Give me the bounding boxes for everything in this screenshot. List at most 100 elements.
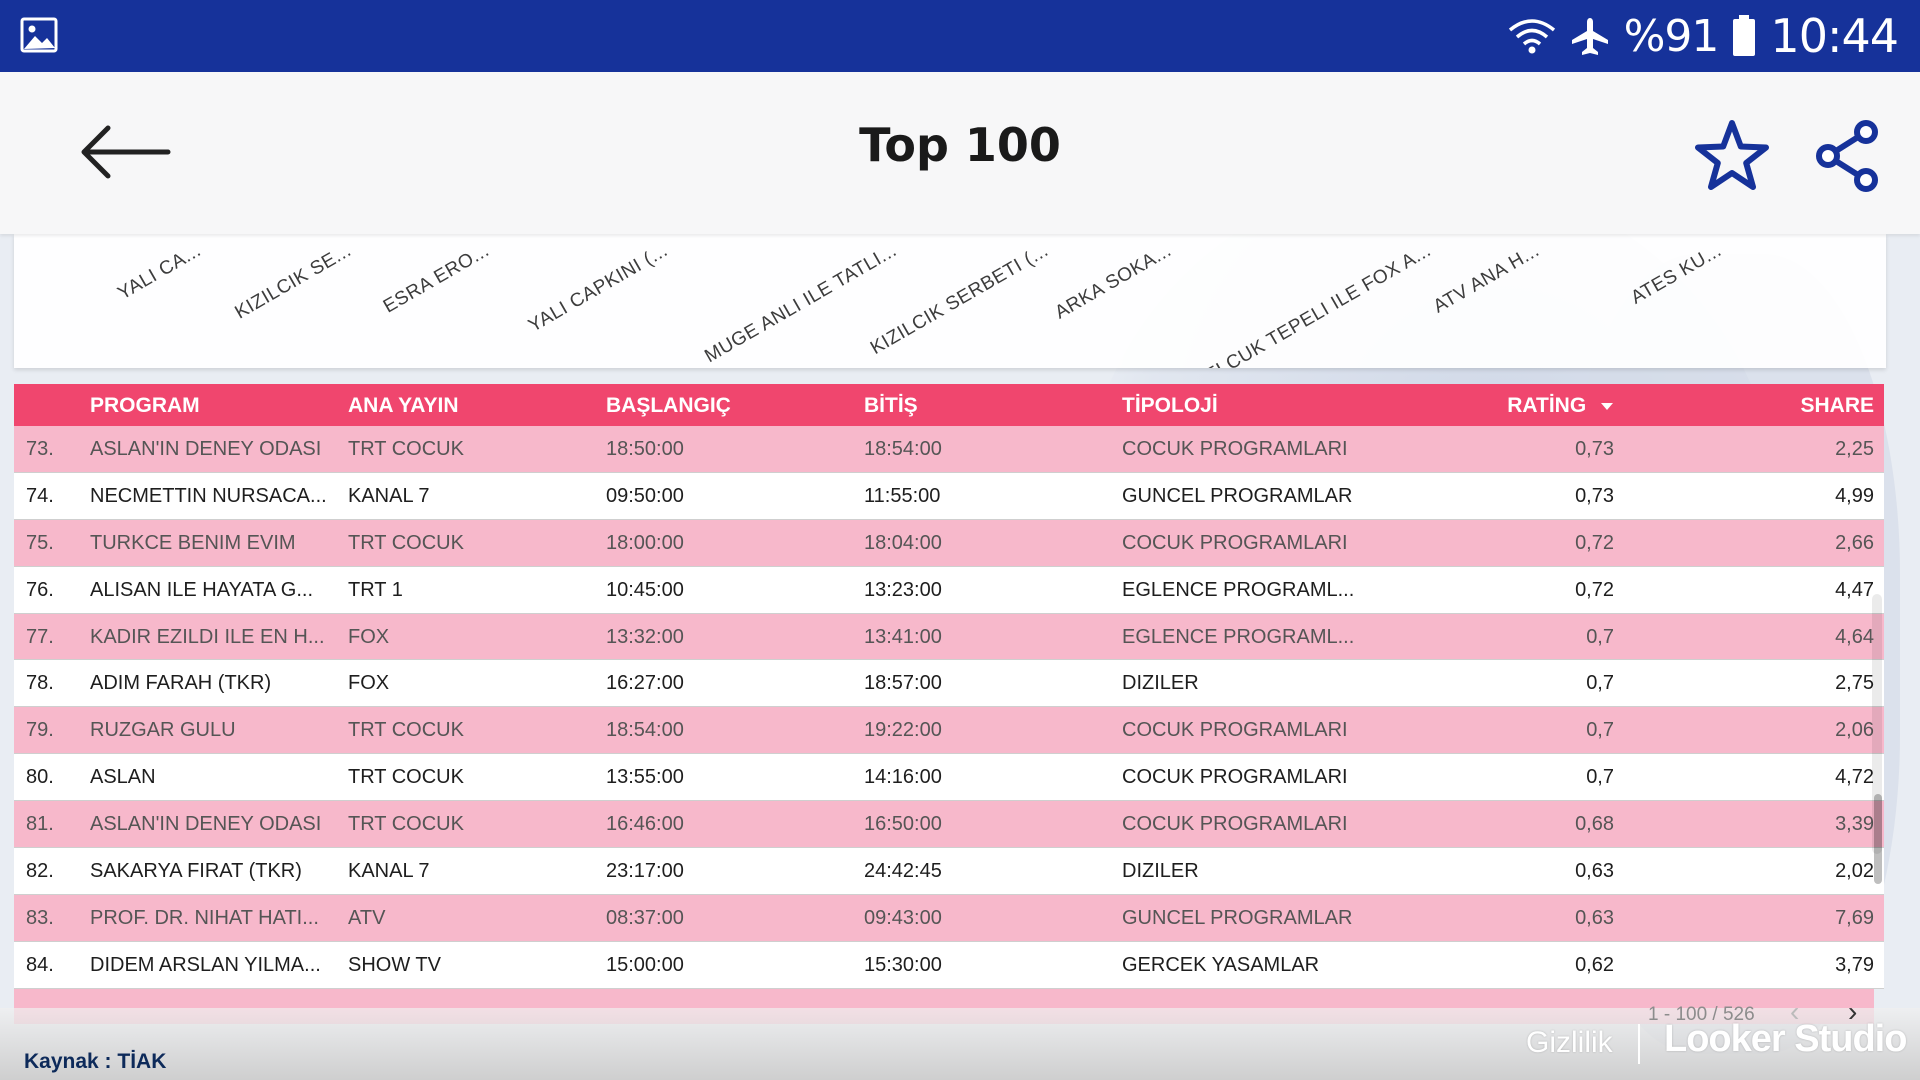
cell-tipoloji: DIZILER xyxy=(1122,860,1199,883)
cell-ana-yayin: TRT 1 xyxy=(348,578,403,601)
cell-program: NECMETTIN NURSACA... xyxy=(90,484,327,507)
cell-share: 2,75 xyxy=(1835,672,1874,695)
cell-baslangic: 13:55:00 xyxy=(606,766,684,789)
cell-tipoloji: GUNCEL PROGRAMLAR xyxy=(1122,484,1353,507)
cell-rating: 0,72 xyxy=(1575,578,1614,601)
cell-tipoloji: GUNCEL PROGRAMLAR xyxy=(1122,906,1353,929)
cell-bitis: 19:22:00 xyxy=(864,719,942,742)
cell-bitis: 15:30:00 xyxy=(864,953,942,976)
cell-baslangic: 18:54:00 xyxy=(606,719,684,742)
cell-program: ALISAN ILE HAYATA G... xyxy=(90,578,314,601)
cell-bitis: 18:54:00 xyxy=(864,438,942,460)
cell-baslangic: 18:00:00 xyxy=(606,531,684,554)
report-content: YALI CA... KIZILCIK SE... ESRA ERO... YA… xyxy=(0,234,1920,1080)
cell-share: 2,25 xyxy=(1835,438,1874,460)
column-header-rating-label: RATİNG xyxy=(1507,394,1587,417)
cell-share: 2,02 xyxy=(1835,860,1874,883)
data-table: PROGRAM ANA YAYIN BAŞLANGIÇ BİTİŞ TİPOLO… xyxy=(14,384,1884,989)
cell-ana-yayin: TRT COCUK xyxy=(348,766,464,789)
privacy-link[interactable]: Gizlilik xyxy=(1526,1026,1613,1059)
cell-baslangic: 23:17:00 xyxy=(606,860,684,883)
cell-share: 7,69 xyxy=(1835,906,1874,929)
cell-baslangic: 16:46:00 xyxy=(606,813,684,836)
cell-program: ASLAN'IN DENEY ODASI xyxy=(90,438,322,460)
cell-ana-yayin: KANAL 7 xyxy=(348,484,430,507)
cell-bitis: 14:16:00 xyxy=(864,766,942,789)
scrollbar-thumb[interactable] xyxy=(1874,794,1882,884)
column-header-bitis[interactable]: BİTİŞ xyxy=(864,394,918,417)
star-icon[interactable] xyxy=(1694,118,1770,194)
column-header-rating[interactable]: RATİNG xyxy=(1354,394,1614,418)
cell-baslangic: 10:45:00 xyxy=(606,578,684,601)
scrollbar-track[interactable] xyxy=(1872,594,1882,854)
chart-x-label: YALI CA... xyxy=(114,240,205,305)
looker-studio-logo[interactable]: Looker Studio xyxy=(1664,1018,1907,1060)
row-index: 75. xyxy=(26,531,54,554)
cell-share: 4,47 xyxy=(1835,578,1874,601)
column-header-program[interactable]: PROGRAM xyxy=(90,394,200,417)
cell-program: ASLAN xyxy=(90,766,156,789)
sort-desc-icon xyxy=(1601,403,1613,411)
table-row[interactable]: 74. NECMETTIN NURSACA... KANAL 7 09:50:00 11… xyxy=(14,472,1884,520)
gallery-icon xyxy=(20,17,58,53)
share-icon[interactable] xyxy=(1814,120,1880,192)
column-header-baslangic[interactable]: BAŞLANGIÇ xyxy=(606,394,731,417)
table-row[interactable]: 76. ALISAN ILE HAYATA G... TRT 1 10:45:00 13… xyxy=(14,566,1884,614)
table-row[interactable]: 83. PROF. DR. NIHAT HATI... ATV 08:37:00 09:… xyxy=(14,894,1884,942)
cell-share: 3,39 xyxy=(1835,813,1874,836)
column-header-tipoloji[interactable]: TİPOLOJİ xyxy=(1122,394,1218,417)
table-row[interactable]: 75. TURKCE BENIM EVIM TRT COCUK 18:00:00 18:… xyxy=(14,519,1884,567)
chevron-right-icon[interactable]: › xyxy=(1848,996,1858,1027)
clock: 10:44 xyxy=(1770,9,1899,63)
cell-tipoloji: COCUK PROGRAMLARI xyxy=(1122,719,1348,742)
column-header-ana-yayin[interactable]: ANA YAYIN xyxy=(348,394,459,417)
cell-tipoloji: EGLENCE PROGRAML... xyxy=(1122,625,1355,648)
cell-program: ASLAN'IN DENEY ODASI xyxy=(90,813,322,836)
cell-program: DIDEM ARSLAN YILMA... xyxy=(90,953,321,976)
cell-program: RUZGAR GULU xyxy=(90,719,236,742)
cell-program: SAKARYA FIRAT (TKR) xyxy=(90,860,302,883)
cell-share: 4,72 xyxy=(1835,766,1874,789)
cell-rating: 0,7 xyxy=(1586,766,1614,789)
cell-baslangic: 18:50:00 xyxy=(606,438,684,460)
cell-bitis: 13:41:00 xyxy=(864,625,942,648)
table-row[interactable]: 84. DIDEM ARSLAN YILMA... SHOW TV 15:00:00 1… xyxy=(14,941,1884,989)
chart-x-label: ATV ANA H... xyxy=(1429,240,1544,318)
row-index: 73. xyxy=(26,438,54,460)
row-index: 81. xyxy=(26,813,54,836)
footer-divider xyxy=(1638,1024,1640,1064)
cell-baslangic: 09:50:00 xyxy=(606,484,684,507)
app-bar: Top 100 xyxy=(0,72,1920,234)
cell-ana-yayin: TRT COCUK xyxy=(348,719,464,742)
cell-tipoloji: COCUK PROGRAMLARI xyxy=(1122,531,1348,554)
row-index: 78. xyxy=(26,672,54,695)
table-row[interactable]: 80. ASLAN TRT COCUK 13:55:00 14:16:00 COCUK P… xyxy=(14,754,1884,802)
chevron-left-icon[interactable]: ‹ xyxy=(1790,996,1800,1027)
table-row[interactable]: 78. ADIM FARAH (TKR) FOX 16:27:00 18:57:00 DI… xyxy=(14,660,1884,708)
table-row[interactable]: 81. ASLAN'IN DENEY ODASI TRT COCUK 16:46:00… xyxy=(14,801,1884,849)
cell-rating: 0,7 xyxy=(1586,719,1614,742)
table-row[interactable]: 79. RUZGAR GULU TRT COCUK 18:54:00 19:22:00 C… xyxy=(14,707,1884,755)
cell-ana-yayin: SHOW TV xyxy=(348,953,441,976)
cell-baslangic: 15:00:00 xyxy=(606,953,684,976)
chart-card: YALI CA... KIZILCIK SE... ESRA ERO... YA… xyxy=(14,234,1886,368)
table-row[interactable]: 82. SAKARYA FIRAT (TKR) KANAL 7 23:17:00 24:… xyxy=(14,848,1884,895)
cell-baslangic: 08:37:00 xyxy=(606,906,684,929)
back-arrow-icon[interactable] xyxy=(80,124,172,180)
cell-ana-yayin: TRT COCUK xyxy=(348,531,464,554)
row-index: 79. xyxy=(26,719,54,742)
cell-share: 4,64 xyxy=(1835,625,1874,648)
cell-program: KADIR EZILDI ILE EN H... xyxy=(90,625,325,648)
row-index: 83. xyxy=(26,906,54,929)
cell-baslangic: 16:27:00 xyxy=(606,672,684,695)
cell-bitis: 16:50:00 xyxy=(864,813,942,836)
column-header-share[interactable]: SHARE xyxy=(1800,394,1874,417)
battery-percent: %91 xyxy=(1623,10,1720,62)
cell-ana-yayin: KANAL 7 xyxy=(348,860,430,883)
cell-program: TURKCE BENIM EVIM xyxy=(90,531,296,554)
cell-ana-yayin: TRT COCUK xyxy=(348,813,464,836)
table-row[interactable]: 73. ASLAN'IN DENEY ODASI TRT COCUK 18:50:00… xyxy=(14,426,1884,473)
table-row[interactable]: 77. KADIR EZILDI ILE EN H... FOX 13:32:00 13… xyxy=(14,613,1884,661)
cell-share: 2,66 xyxy=(1835,531,1874,554)
report-footer xyxy=(0,1008,1920,1080)
